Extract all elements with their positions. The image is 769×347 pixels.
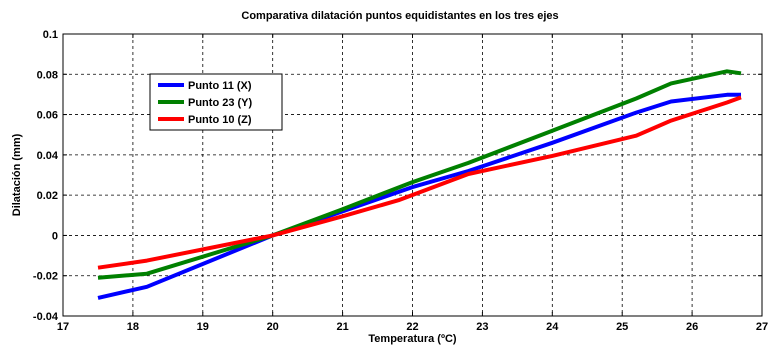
x-tick-label: 27 <box>756 321 768 333</box>
chart-title: Comparativa dilatación puntos equidistan… <box>241 10 558 22</box>
legend-label: Punto 10 (Z) <box>188 114 252 126</box>
legend-label: Punto 11 (X) <box>188 80 252 92</box>
y-tick-label: 0.1 <box>43 29 58 41</box>
x-tick-label: 22 <box>406 321 418 333</box>
y-tick-label: -0.02 <box>33 271 58 283</box>
x-tick-label: 25 <box>616 321 628 333</box>
y-tick-label: 0.04 <box>37 150 59 162</box>
x-tick-label: 26 <box>686 321 698 333</box>
y-tick-label: 0 <box>52 230 58 242</box>
x-tick-label: 24 <box>546 321 559 333</box>
series-line-1 <box>97 92 741 300</box>
y-tick-label: 0.02 <box>37 190 58 202</box>
series-layer <box>97 69 742 300</box>
y-tick-label: 0.06 <box>37 110 58 122</box>
x-axis-label: Temperatura (ºC) <box>368 333 456 345</box>
y-tick-label: 0.08 <box>37 69 58 81</box>
x-tick-label: 18 <box>127 321 139 333</box>
x-tick-label: 21 <box>336 321 348 333</box>
x-tick-label: 23 <box>476 321 488 333</box>
x-tick-label: 19 <box>197 321 209 333</box>
x-tick-label: 20 <box>267 321 279 333</box>
y-axis-label: Dilatación (mm) <box>11 133 23 216</box>
tick-layer: 17 18 19 20 21 22 23 24 25 26 27 -0.04 -0.02 0 0.02 0.0… <box>33 29 768 333</box>
legend: Punto 11 (X) Punto 23 (Y) Punto 10 (Z) <box>149 73 283 131</box>
series-line-3 <box>97 95 742 270</box>
series-line-2 <box>97 69 742 280</box>
y-tick-label: -0.04 <box>33 311 59 323</box>
legend-label: Punto 23 (Y) <box>188 97 253 109</box>
x-tick-label: 17 <box>57 321 69 333</box>
